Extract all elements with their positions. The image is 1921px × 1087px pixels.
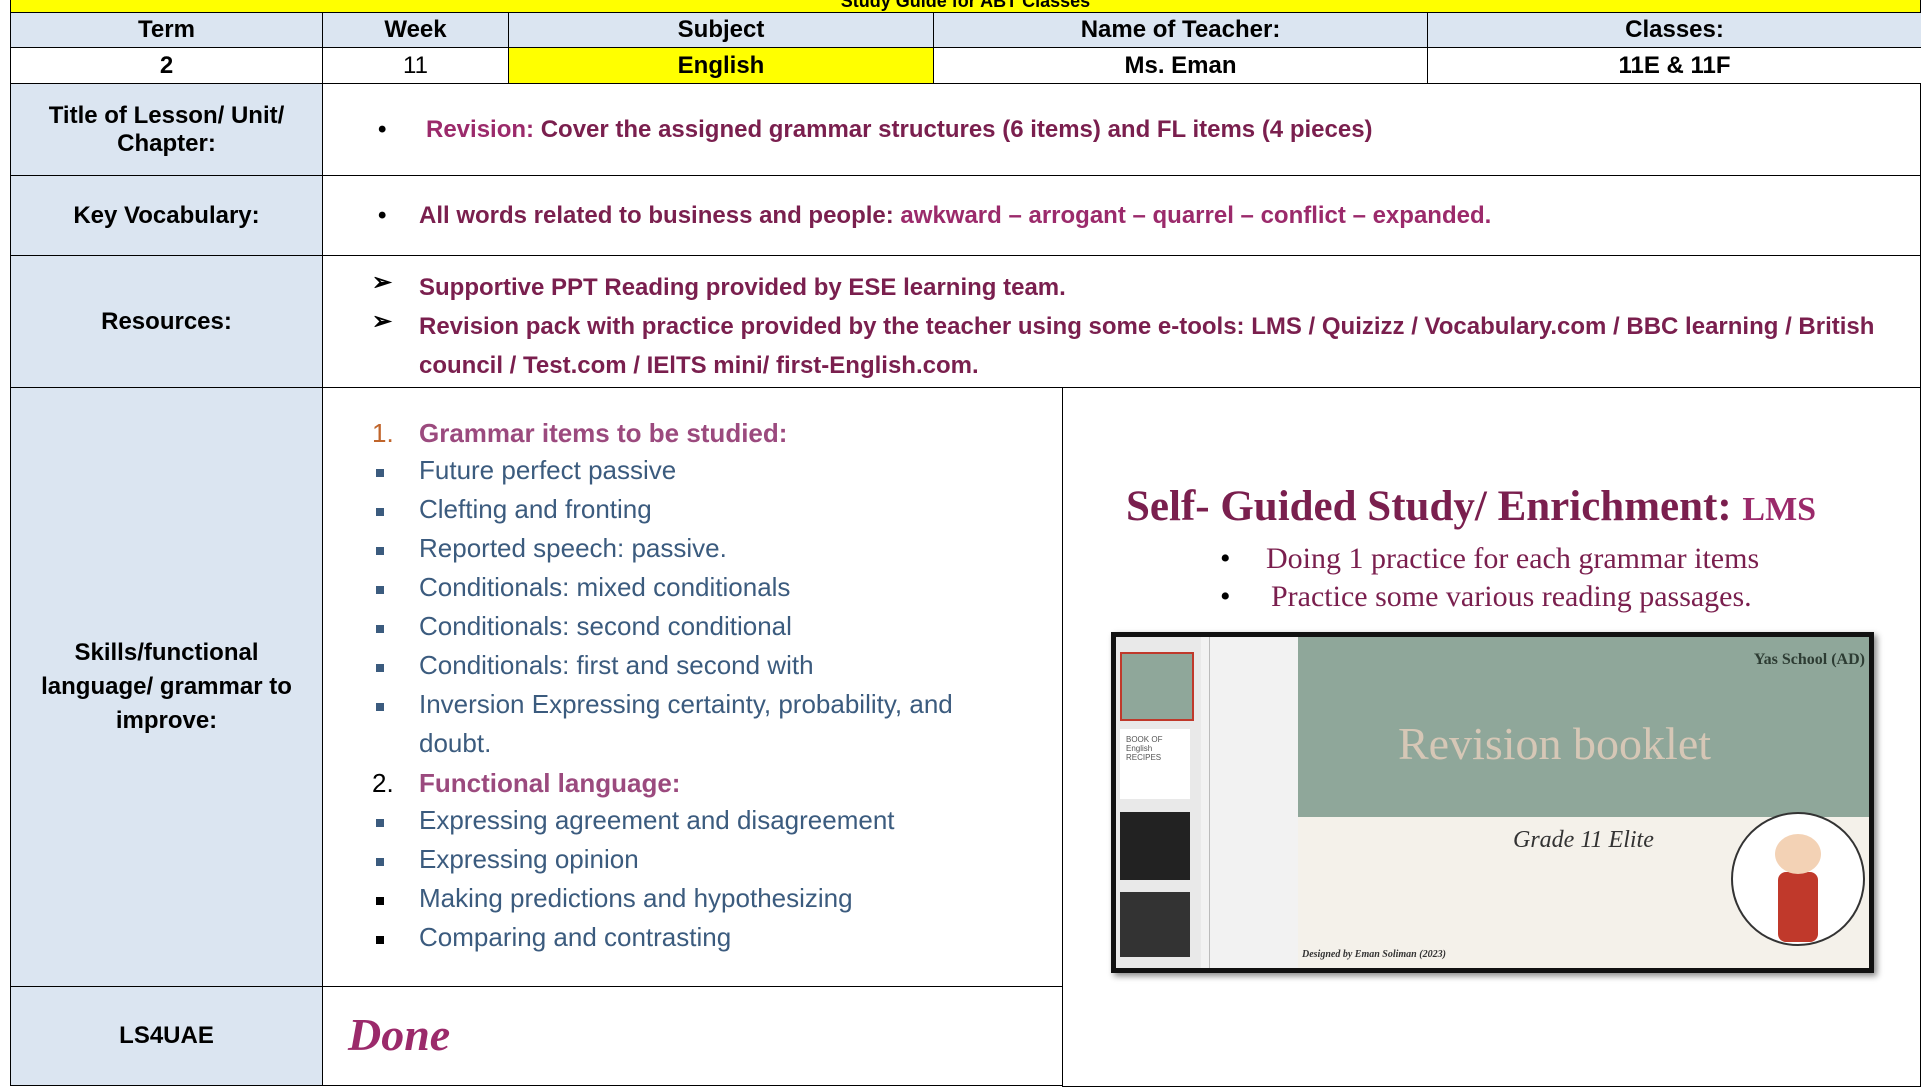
tag: LMS xyxy=(1742,491,1817,528)
square-bullet xyxy=(376,469,384,477)
banner-text: Study Guide for ABT Classes xyxy=(840,0,1091,11)
chef xyxy=(1731,812,1865,946)
text: All words related to business and people… xyxy=(419,202,894,229)
text: Cover the assigned grammar structures (6… xyxy=(540,116,1373,143)
square-bullet xyxy=(376,819,384,827)
thumb xyxy=(1120,892,1190,957)
skill-item: Reported speech: passive. xyxy=(419,533,727,563)
divider xyxy=(1209,637,1210,968)
square-bullet xyxy=(376,703,384,711)
square-bullet xyxy=(376,547,384,555)
slide: Yas School (AD) Revision booklet Grade 1… xyxy=(1298,637,1869,968)
square-bullet xyxy=(376,508,384,516)
thumb: BOOK OF English RECIPES xyxy=(1120,729,1190,799)
skill-item: Inversion Expressing certainty, probabil… xyxy=(419,689,953,758)
skill-item: Conditionals: second conditional xyxy=(419,611,792,641)
skill-item: Conditionals: first and second with xyxy=(419,650,814,680)
square-bullet xyxy=(376,897,384,905)
header-value: 11E & 11F xyxy=(1427,47,1921,84)
header-value: English xyxy=(508,47,934,84)
credit: Designed by Eman Soliman (2023) xyxy=(1302,949,1446,960)
section-heading: Grammar items to be studied: xyxy=(419,418,788,448)
arrow: ➢ xyxy=(372,308,393,335)
heading: Revision booklet xyxy=(1398,718,1712,769)
enrichment-bullet: • xyxy=(1220,542,1231,575)
section-heading: Functional language: xyxy=(419,768,681,798)
vocab-label: Key Vocabulary: xyxy=(10,175,323,256)
grade: Grade 11 Elite xyxy=(1513,827,1654,853)
column-header: Term xyxy=(10,12,323,48)
booklet-preview: BOOK OF English RECIPES Yas School (AD) … xyxy=(1111,632,1874,973)
done: Done xyxy=(348,1009,451,1060)
title-text: Revision: Cover the assigned grammar str… xyxy=(426,116,1373,144)
enrichment-bullet: • xyxy=(1220,580,1231,613)
header-value: 11 xyxy=(322,47,509,84)
square-bullet xyxy=(376,586,384,594)
skill-item: Clefting and fronting xyxy=(419,494,652,524)
enrichment-item: Doing 1 practice for each grammar items xyxy=(1266,542,1760,575)
square-bullet xyxy=(376,625,384,633)
resources-label: Resources: xyxy=(10,255,323,388)
thumb xyxy=(1120,652,1194,721)
skill-item: Expressing agreement and disagreement xyxy=(419,805,895,835)
square-bullet xyxy=(376,664,384,672)
words: awkward – arrogant – quarrel – conflict … xyxy=(900,202,1492,229)
vocab-text: All words related to business and people… xyxy=(419,202,1491,230)
column-header: Name of Teacher: xyxy=(933,12,1428,48)
square-bullet xyxy=(376,858,384,866)
skill-item: Expressing opinion xyxy=(419,844,639,874)
section-number: 2. xyxy=(372,768,394,798)
bullet: • xyxy=(378,202,387,229)
column-header: Subject xyxy=(508,12,934,48)
skill-item: Making predictions and hypothesizing xyxy=(419,883,853,913)
thumb-bar: BOOK OF English RECIPES xyxy=(1116,637,1201,968)
resource-item: Revision pack with practice provided by … xyxy=(419,313,1875,379)
skill-item: Future perfect passive xyxy=(419,455,677,485)
apron xyxy=(1778,872,1818,942)
column-header: Classes: xyxy=(1427,12,1921,48)
enrichment-title: Self- Guided Study/ Enrichment: LMS xyxy=(1126,482,1816,531)
header-value: Ms. Eman xyxy=(933,47,1428,84)
title: Self- Guided Study/ Enrichment: xyxy=(1126,483,1732,530)
skill-item: Conditionals: mixed conditionals xyxy=(419,572,791,602)
title-label: Title of Lesson/ Unit/ Chapter: xyxy=(10,83,323,176)
arrow: ➢ xyxy=(372,269,393,296)
column-header: Week xyxy=(322,12,509,48)
lead: Revision: xyxy=(426,116,535,143)
face xyxy=(1775,834,1821,874)
header-value: 2 xyxy=(10,47,323,84)
resource-item: Supportive PPT Reading provided by ESE l… xyxy=(419,274,1066,301)
skill-item: Comparing and contrasting xyxy=(419,922,732,952)
thumb xyxy=(1120,812,1190,880)
ls4uae-label: LS4UAE xyxy=(10,986,323,1086)
square-bullet xyxy=(376,936,384,944)
school: Yas School (AD) xyxy=(1753,651,1865,668)
enrichment-item: Practice some various reading passages. xyxy=(1271,580,1752,613)
bullet: • xyxy=(378,116,387,143)
skills-label: Skills/functional language/ grammar to i… xyxy=(10,387,323,987)
section-number: 1. xyxy=(372,418,394,448)
